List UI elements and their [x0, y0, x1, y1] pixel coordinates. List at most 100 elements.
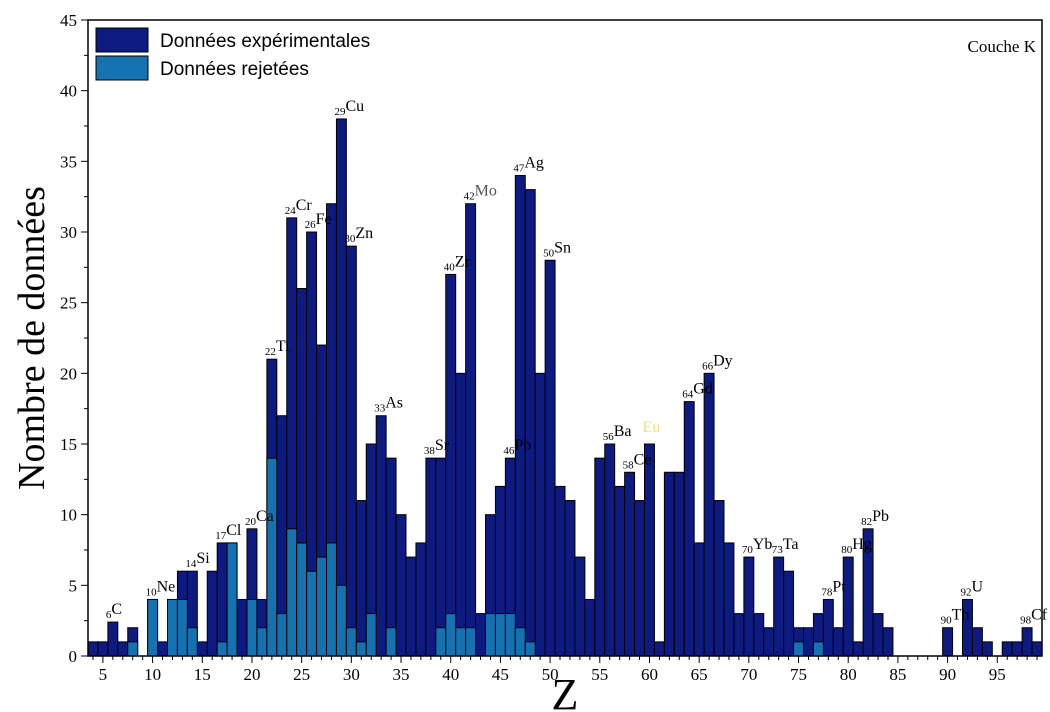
bar-rejected-z8	[127, 641, 139, 657]
bar-experimental-z98	[1021, 627, 1033, 657]
element-label-yb: 70Yb	[742, 536, 773, 556]
element-label-u: 92U	[961, 578, 984, 598]
element-label-cf: 98Cf	[1020, 607, 1048, 627]
bar-experimental-z11	[157, 641, 168, 657]
rejected-bars	[127, 457, 824, 657]
bar-experimental-z37	[415, 542, 427, 657]
legend-label-rejected: Données rejetées	[160, 59, 309, 80]
element-label-ce: 58Ce	[623, 451, 652, 471]
bar-rejected-z18	[226, 542, 238, 657]
x-tick-label: 75	[790, 665, 807, 684]
bar-experimental-z62	[663, 471, 675, 657]
bar-experimental-z71	[753, 613, 765, 657]
bar-experimental-z38	[425, 457, 437, 657]
bar-experimental-z65	[693, 542, 705, 657]
x-tick-label: 65	[691, 665, 708, 684]
bar-experimental-z35	[395, 514, 407, 657]
bar-experimental-z49	[534, 372, 546, 657]
bar-experimental-z55	[594, 457, 606, 657]
bar-experimental-z90	[942, 627, 954, 657]
element-label-pt: 78Pt	[821, 578, 846, 598]
bar-experimental-z58	[624, 471, 636, 657]
bar-experimental-z54	[584, 598, 596, 657]
bar-rejected-z47	[514, 627, 526, 657]
bar-experimental-z39	[435, 457, 447, 657]
legend-swatch-rejected	[95, 55, 149, 81]
x-tick-label: 50	[542, 665, 559, 684]
element-label-cu: 29Cu	[334, 98, 364, 118]
bar-experimental-z16	[206, 570, 218, 657]
x-tick-label: 20	[243, 665, 260, 684]
bar-experimental-z33	[375, 415, 387, 657]
bar-experimental-z29	[335, 118, 347, 657]
bar-experimental-z78	[822, 598, 834, 657]
element-label-ag: 47Ag	[513, 154, 544, 174]
x-tick-label: 15	[194, 665, 211, 684]
legend-swatch-experimental	[95, 27, 149, 53]
bar-rejected-z48	[524, 641, 536, 657]
bar-experimental-z5	[97, 641, 109, 657]
element-label-ti: 22Ti	[265, 338, 290, 358]
y-axis: 0 5 10 15 20 25 30 35 40 45	[60, 11, 88, 666]
bar-experimental-z93	[971, 627, 983, 657]
y-tick-label: 30	[60, 223, 77, 242]
element-label-gd: 64Gd	[682, 381, 713, 401]
bar-experimental-z31	[355, 500, 367, 657]
bar-rejected-z41	[455, 627, 467, 657]
x-tick-label: 85	[889, 665, 906, 684]
x-tick-label: 30	[343, 665, 360, 684]
element-label-as: 33As	[374, 395, 403, 415]
bar-rejected-z28	[326, 542, 337, 657]
y-tick-label: 25	[60, 294, 77, 313]
bar-experimental-z36	[405, 556, 417, 657]
bar-experimental-z34	[385, 457, 397, 657]
bar-experimental-z70	[743, 556, 755, 657]
element-label-eu: Eu	[643, 419, 661, 436]
bar-experimental-z40	[445, 273, 457, 657]
bar-rejected-z29	[335, 584, 347, 657]
bar-experimental-z69	[733, 613, 745, 657]
bar-experimental-z60	[644, 443, 655, 657]
legend-label-experimental: Données expérimentales	[160, 31, 370, 52]
x-tick-label: 95	[989, 665, 1006, 684]
bar-rejected-z14	[186, 627, 198, 657]
element-label-ba: 56Ba	[603, 423, 632, 443]
bar-experimental-z68	[723, 542, 735, 657]
bar-rejected-z32	[365, 613, 377, 657]
bar-experimental-z63	[673, 471, 685, 657]
bar-rejected-z46	[504, 613, 516, 657]
bar-experimental-z72	[763, 627, 775, 657]
bar-rejected-z22	[266, 457, 278, 657]
bar-experimental-z66	[703, 372, 715, 657]
element-label-th: 90Th	[941, 607, 970, 627]
bar-experimental-z7	[117, 641, 129, 657]
legend: Données expérimentales Données rejetées	[95, 27, 370, 81]
bar-rejected-z44	[485, 613, 496, 657]
bar-rejected-z10	[147, 598, 159, 657]
element-label-zr: 40Zr	[444, 253, 471, 273]
bar-rejected-z25	[296, 542, 308, 657]
bar-experimental-z50	[544, 259, 556, 657]
bar-rejected-z24	[286, 528, 298, 657]
y-tick-label: 40	[60, 82, 77, 101]
bar-experimental-z19	[236, 598, 248, 657]
bar-rejected-z30	[345, 627, 357, 657]
x-tick-label: 90	[939, 665, 956, 684]
x-tick-label: 70	[740, 665, 757, 684]
element-label-ta: 73Ta	[772, 536, 799, 556]
bar-experimental-z73	[773, 556, 785, 657]
x-tick-label: 80	[840, 665, 857, 684]
element-label-ca: 20Ca	[245, 508, 274, 528]
element-label-pb: 82Pb	[861, 508, 889, 528]
x-tick-label: 25	[293, 665, 310, 684]
element-label-si: 14Si	[185, 550, 210, 570]
bar-experimental-z61	[653, 641, 665, 657]
bar-rejected-z20	[246, 598, 258, 657]
bar-experimental-z96	[1001, 641, 1013, 657]
bar-rejected-z27	[316, 556, 327, 657]
bar-rejected-z45	[494, 613, 506, 657]
bar-rejected-z42	[465, 627, 477, 657]
bar-experimental-z76	[803, 627, 814, 657]
